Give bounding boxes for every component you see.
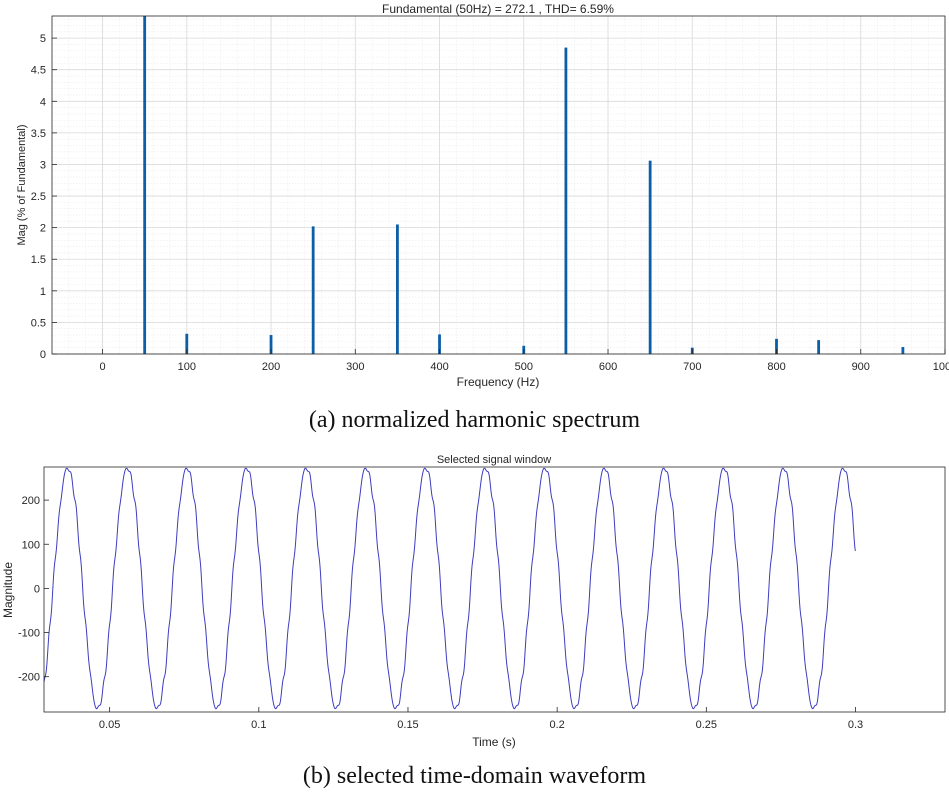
spectrum-y-tick-label: 4: [40, 96, 46, 108]
spectrum-x-tick-label: 200: [262, 361, 280, 373]
spectrum-y-tick-label: 0.5: [31, 317, 46, 329]
waveform-line-group: [43, 467, 856, 710]
waveform-x-tick-label: 0.25: [696, 719, 717, 731]
spectrum-bar: [775, 338, 778, 354]
waveform-plot-box: [43, 466, 946, 713]
waveform-x-axis-label: Time (s): [472, 735, 516, 749]
spectrum-y-tick-label: 1.5: [31, 254, 46, 266]
spectrum-plot-area: [52, 16, 945, 354]
waveform-chart: 0.05 0.1 0.15 0.2 0.25 0.3 -200 -100 0 100 200 Se…: [1, 454, 946, 749]
spectrum-bar: [901, 347, 905, 354]
spectrum-y-tick-label: 3: [40, 159, 46, 171]
spectrum-bar: [817, 340, 821, 354]
caption-b: (b) selected time-domain waveform: [302, 763, 647, 789]
waveform-y-ticks: -200 -100 0 100 200: [18, 495, 49, 684]
spectrum-x-tick-label: 500: [515, 361, 533, 373]
spectrum-x-tick-label: 100: [178, 361, 196, 373]
waveform-y-tick-label: 200: [22, 495, 40, 507]
spectrum-x-axis-label: Frequency (Hz): [457, 375, 540, 389]
spectrum-bar: [143, 16, 147, 354]
spectrum-y-axis-label: Mag (% of Fundamental): [16, 124, 28, 245]
spectrum-bar: [185, 333, 189, 354]
spectrum-x-tick-label: 0: [99, 361, 105, 373]
waveform-x-tick-label: 0.2: [550, 719, 565, 731]
waveform-line: [43, 467, 856, 710]
caption-a: (a) normalized harmonic spectrum: [308, 407, 641, 433]
spectrum-bar: [648, 160, 652, 354]
spectrum-plot-box: [51, 15, 946, 355]
waveform-y-tick-label: 0: [34, 583, 40, 595]
spectrum-bar: [396, 224, 399, 354]
spectrum-y-tick-label: 3.5: [31, 128, 46, 140]
spectrum-bar: [438, 334, 441, 354]
spectrum-y-tick-label: 5: [40, 33, 46, 45]
waveform-x-tick-label: 0.3: [848, 719, 863, 731]
waveform-plot-area: [44, 467, 945, 712]
spectrum-x-tick-label: 400: [430, 361, 448, 373]
spectrum-x-tick-label: 900: [852, 361, 870, 373]
waveform-x-tick-label: 0.05: [99, 719, 120, 731]
spectrum-title: Fundamental (50Hz) = 272.1 , THD= 6.59%: [382, 2, 614, 16]
waveform-y-tick-label: -200: [18, 672, 40, 684]
spectrum-y-tick-label: 0: [40, 349, 46, 361]
spectrum-y-ticks: 0 0.5 1 1.5 2 2.5 3 3.5 4 4.5 5: [31, 33, 57, 361]
waveform-y-tick-label: 100: [22, 539, 40, 551]
spectrum-y-tick-label: 1: [40, 286, 46, 298]
waveform-y-axis-label: Magnitude: [1, 562, 15, 618]
spectrum-y-tick-label: 2: [40, 223, 46, 235]
spectrum-x-tick-label: 700: [683, 361, 701, 373]
spectrum-grid: [51, 16, 946, 355]
waveform-x-tick-label: 0.15: [397, 719, 418, 731]
waveform-title: Selected signal window: [437, 454, 551, 466]
waveform-x-tick-label: 0.1: [251, 719, 266, 731]
waveform-y-tick-label: -100: [18, 628, 40, 640]
spectrum-bar: [311, 226, 315, 354]
spectrum-x-tick-label: 800: [767, 361, 785, 373]
spectrum-x-tick-label: 600: [599, 361, 617, 373]
spectrum-x-tick-label: 300: [346, 361, 364, 373]
waveform-x-ticks: 0.05 0.1 0.15 0.2 0.25 0.3: [99, 707, 863, 731]
spectrum-bar: [564, 47, 568, 355]
spectrum-y-tick-label: 4.5: [31, 65, 46, 77]
spectrum-bar: [269, 335, 273, 354]
spectrum-y-tick-label: 2.5: [31, 191, 46, 203]
